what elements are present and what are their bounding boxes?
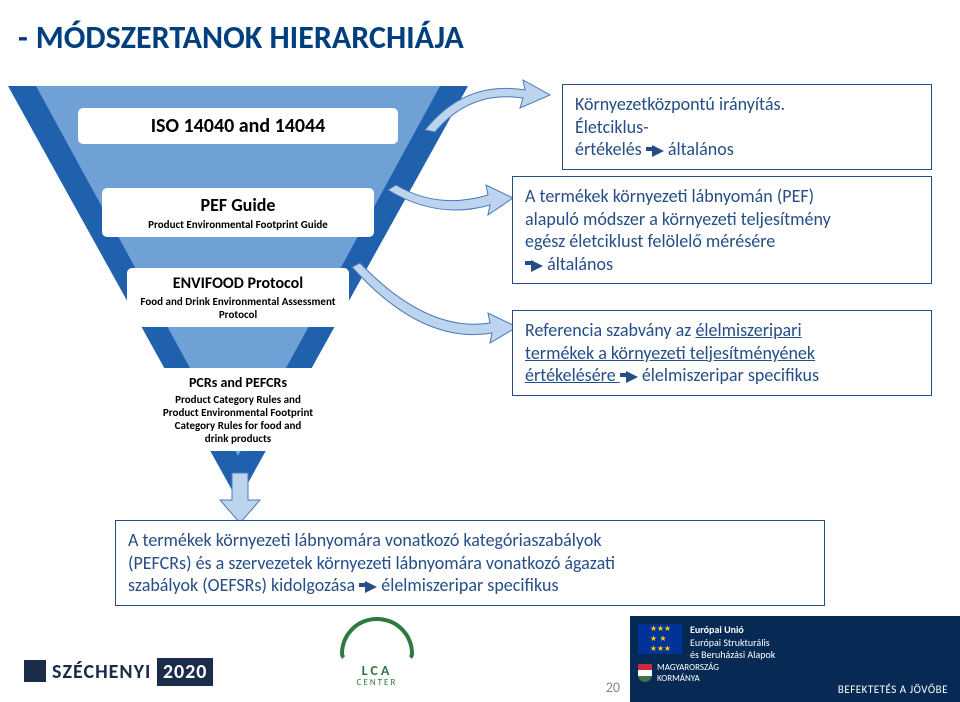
box-a-line2: Életciklus- értékelés általános (575, 116, 919, 161)
layer-envifood-label: ENVIFOOD Protocol (137, 274, 339, 293)
box-d-l2: (PEFCRs) és a szervezetek környezeti láb… (128, 552, 812, 575)
arrow-to-box-b (378, 170, 518, 230)
box-c-l3a: értékelésére (525, 364, 620, 386)
box-d-l3b: élelmiszeripar specifikus (381, 574, 558, 596)
layer-pef-sub: Product Environmental Footprint Guide (112, 218, 364, 231)
arrow-to-box-c (342, 255, 522, 355)
lca-arc-icon (340, 617, 414, 661)
title-text: MÓDSZERTANOK HIERARCHIÁJA (36, 18, 464, 57)
box-pef-desc: A termékek környezeti lábnyomán (PEF) al… (512, 176, 932, 284)
box-c-l3b: élelmiszeripar specifikus (642, 364, 819, 386)
box-pcrs-desc: A termékek környezeti lábnyomára vonatko… (115, 520, 825, 606)
mo-l1: MAGYARORSZÁG (657, 662, 719, 673)
footer-lca-logo: LCA CENTER (340, 617, 414, 688)
box-b-l2: alapuló módszer a környezeti teljesítmén… (525, 208, 919, 231)
box-c-l1b: élelmiszeripari (695, 319, 801, 341)
box-a-line1: Környezetközpontú irányítás. (575, 93, 919, 116)
box-envifood-desc: Referencia szabvány az élelmiszeripari t… (512, 310, 932, 396)
arrow-inline-icon (525, 255, 543, 278)
box-a-l2c: általános (668, 138, 734, 160)
layer-iso: ISO 14040 and 14044 (78, 108, 398, 144)
title-dash: - (18, 18, 28, 57)
box-b-l3: egész életciklust felölelő mérésére (525, 230, 919, 253)
arrow-inline-icon (620, 366, 638, 389)
arrow-inline-icon (359, 576, 377, 599)
lca-line2: CENTER (340, 678, 414, 688)
layer-pcrs: PCRs and PEFCRs Product Category Rules a… (152, 368, 324, 451)
szechenyi-year: 2020 (157, 658, 214, 686)
box-d-l3a: szabályok (OEFSRs) kidolgozása (128, 574, 359, 596)
box-b-l4: általános (525, 253, 919, 276)
arrow-to-box-a (415, 70, 555, 140)
box-c-l1: Referencia szabvány az élelmiszeripari (525, 319, 919, 342)
box-a-l2b: értékelés (575, 138, 646, 160)
box-c-l3: értékelésére élelmiszeripar specifikus (525, 364, 919, 387)
box-d-l1: A termékek környezeti lábnyomára vonatko… (128, 529, 812, 552)
szechenyi-text: SZÉCHENYI (52, 660, 151, 684)
box-b-l1: A termékek környezeti lábnyomán (PEF) (525, 185, 919, 208)
footer-eu-block: ★ ★ ★★ ★★ ★ ★ Európai Unió Európai Struk… (630, 616, 960, 702)
layer-pef-label: PEF Guide (112, 194, 364, 216)
footer-tagline: BEFEKTETÉS A JÖVŐBE (838, 683, 948, 696)
box-d-l3: szabályok (OEFSRs) kidolgozása élelmisze… (128, 574, 812, 597)
layer-envifood-sub: Food and Drink Environmental Assessment … (137, 295, 339, 321)
box-iso-desc: Környezetközpontú irányítás. Életciklus-… (562, 84, 932, 170)
hungary-gov-logo: MAGYARORSZÁG KORMÁNYA (638, 662, 719, 684)
mo-l2: KORMÁNYA (657, 673, 719, 684)
eu-flag-icon: ★ ★ ★★ ★★ ★ ★ (638, 624, 682, 654)
box-a-l2a: Életciklus- (575, 116, 649, 138)
layer-iso-label: ISO 14040 and 14044 (88, 114, 388, 138)
footer-szechenyi: SZÉCHENYI 2020 (24, 660, 213, 684)
layer-pef: PEF Guide Product Environmental Footprin… (102, 188, 374, 237)
layer-pcrs-sub: Product Category Rules and Product Envir… (162, 393, 314, 445)
szechenyi-cube-icon (24, 660, 46, 682)
layer-pcrs-label: PCRs and PEFCRs (162, 374, 314, 391)
box-b-l4t: általános (547, 253, 613, 275)
eu-l1: Európai Unió (690, 624, 775, 637)
eu-l3: és Beruházási Alapok (690, 649, 775, 662)
box-c-l1a: Referencia szabvány az (525, 319, 695, 341)
lca-line1: LCA (340, 663, 414, 678)
mo-text: MAGYARORSZÁG KORMÁNYA (657, 662, 719, 684)
box-c-l2: termékek a környezeti teljesítményének (525, 342, 919, 365)
hungary-shield-icon (638, 664, 652, 682)
page-number: 20 (606, 679, 620, 696)
eu-text: Európai Unió Európai Strukturális és Ber… (690, 624, 775, 662)
layer-envifood: ENVIFOOD Protocol Food and Drink Environ… (127, 268, 349, 327)
page-title: -MÓDSZERTANOK HIERARCHIÁJA (18, 18, 464, 57)
arrow-to-box-d (210, 468, 270, 528)
arrow-inline-icon (646, 140, 664, 163)
